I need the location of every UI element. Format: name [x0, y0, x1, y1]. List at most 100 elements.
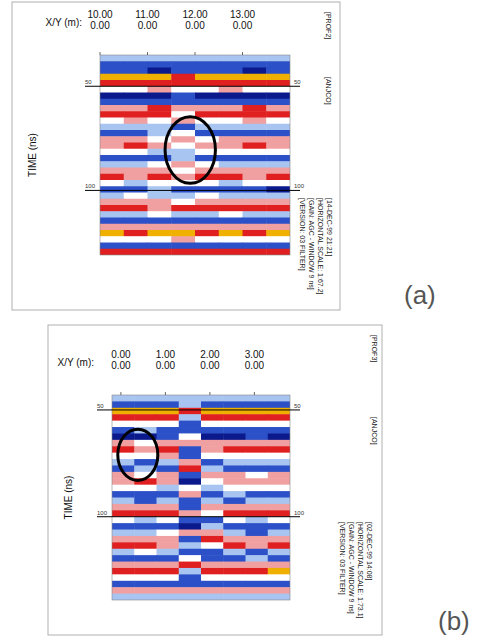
panel-frame [48, 325, 382, 635]
cell [243, 118, 267, 125]
cell [243, 149, 267, 156]
cell [246, 491, 269, 498]
cell [268, 542, 290, 549]
cell [268, 491, 290, 498]
cell [246, 574, 269, 581]
cell [148, 99, 172, 106]
cell [171, 105, 195, 112]
cell [157, 587, 180, 594]
cell [223, 408, 246, 415]
cell [112, 498, 135, 505]
cell [134, 581, 157, 588]
cell [134, 523, 157, 530]
cell [219, 74, 243, 81]
cell [219, 124, 243, 131]
cell [246, 440, 269, 447]
cell [246, 485, 269, 492]
info-line: [GAIN: AGC - WINDOW 9 ns] [347, 522, 355, 614]
cell [246, 421, 269, 428]
cell [124, 236, 148, 243]
cell [157, 498, 180, 505]
cell [266, 211, 290, 218]
cell [124, 61, 148, 68]
cell [171, 205, 195, 212]
info-line: [GAIN: AGC - WINDOW 9 ns] [307, 198, 315, 290]
x-tick [147, 52, 148, 55]
cell [112, 530, 135, 537]
cell [179, 530, 202, 537]
cell [148, 186, 172, 193]
cell [223, 523, 246, 530]
cell [112, 568, 135, 575]
cell [266, 93, 290, 100]
cell [112, 453, 135, 460]
cell [148, 143, 172, 150]
cell [134, 453, 157, 460]
cell [179, 401, 202, 408]
cell [179, 504, 202, 511]
cell [243, 124, 267, 131]
cell [171, 249, 195, 255]
y-tick-label: 50 [294, 403, 301, 409]
cell [112, 549, 135, 556]
cell [268, 401, 290, 408]
cell [171, 211, 195, 218]
cell [100, 236, 124, 243]
cell [223, 542, 246, 549]
cell [179, 542, 202, 549]
grid-line [85, 86, 300, 87]
cell [268, 459, 290, 466]
cell [157, 440, 180, 447]
cell [268, 536, 290, 543]
cell [124, 218, 148, 225]
cell [246, 395, 269, 402]
cell [223, 472, 246, 479]
cell [246, 555, 269, 562]
cell [243, 68, 267, 75]
y-coordinate-label: 0.00 [156, 360, 176, 371]
cell [223, 421, 246, 428]
cell [171, 199, 195, 206]
cell [195, 74, 219, 81]
cell [124, 211, 148, 218]
cell [100, 199, 124, 206]
cell [223, 555, 246, 562]
cell [268, 517, 290, 524]
cell [266, 111, 290, 118]
cell [157, 485, 180, 492]
cell [179, 549, 202, 556]
cell [157, 562, 180, 569]
cell [124, 136, 148, 143]
x-tick-label: 12.00 [182, 9, 207, 20]
cell [268, 395, 290, 402]
cell [124, 93, 148, 100]
cell [266, 174, 290, 181]
cell [134, 549, 157, 556]
panel-label: (b) [438, 606, 470, 636]
cell [219, 118, 243, 125]
cell [124, 199, 148, 206]
cell [219, 155, 243, 162]
cell [223, 440, 246, 447]
cell [246, 523, 269, 530]
cell [124, 149, 148, 156]
panel: 50501001000.000.001.000.002.000.003.000.… [48, 325, 470, 636]
x-tick [209, 392, 210, 395]
cell [157, 574, 180, 581]
cell [243, 74, 267, 81]
cell [201, 433, 224, 440]
y-tick-label: 50 [97, 403, 104, 409]
cell [266, 86, 290, 93]
cell [124, 99, 148, 106]
cell [195, 80, 219, 87]
cell [223, 530, 246, 537]
cell [148, 211, 172, 218]
cell [243, 174, 267, 181]
cell [266, 186, 290, 193]
cell [148, 55, 172, 62]
cell [124, 155, 148, 162]
cell [268, 427, 290, 434]
cell [243, 130, 267, 137]
cell [243, 161, 267, 168]
cell [134, 485, 157, 492]
